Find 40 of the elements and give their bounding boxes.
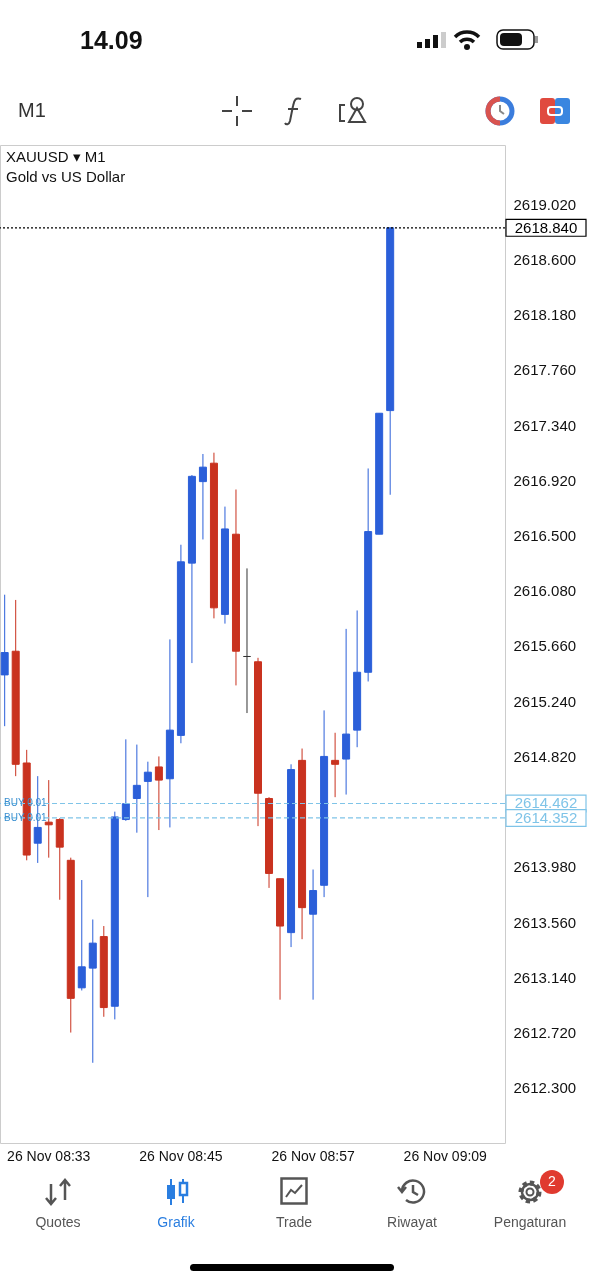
candlestick [143,761,152,898]
text: M1 [18,99,46,122]
y-tick-label: 2614.820 [513,747,577,765]
candlestick [0,594,9,727]
text: Pengaturan [493,1214,567,1230]
y-tick-label: 2612.300 [513,1079,577,1097]
text: 14.09 [80,26,143,55]
x-tick-label: 26 Nov 08:33 [7,1147,91,1164]
y-tick-label: 2615.240 [513,692,577,710]
y-tick-label: 2613.980 [513,858,577,876]
y-tick-label: 2616.920 [513,471,577,489]
y-tick-label: 2612.720 [513,1024,577,1042]
text: 2 [548,1173,556,1189]
candlestick [154,755,163,831]
y-tick-label: 2619.020 [513,195,577,213]
ref-line-label: 2618.840 [514,218,578,236]
candlestick [121,738,130,822]
y-tick-label: 2613.560 [513,913,577,931]
text: Grafik [157,1214,195,1230]
candlestick [198,453,207,540]
candlestick [331,732,340,798]
text: Quotes [35,1214,81,1230]
y-tick-label: 2613.140 [513,968,577,986]
y-tick-label: 2615.660 [513,637,577,655]
text: Riwayat [387,1214,437,1230]
y-tick-label: 2616.500 [513,527,577,545]
candlestick [309,869,318,1001]
text: Trade [275,1214,313,1230]
y-tick-label: 2616.080 [513,582,577,600]
text: Gold vs US Dollar [6,168,126,185]
x-tick-label: 26 Nov 08:57 [271,1147,355,1164]
y-tick-label: 2618.180 [513,306,577,324]
candlestick [132,744,141,834]
y-tick-label: 2617.760 [513,361,577,379]
y-tick-label: 2617.340 [513,416,577,434]
y-tick-label: 2618.600 [513,250,577,268]
chart-title: XAUUSD ▾ M1 [6,148,106,166]
candlestick [77,879,86,991]
x-tick-label: 26 Nov 09:09 [403,1147,488,1164]
x-tick-label: 26 Nov 08:45 [139,1147,223,1164]
